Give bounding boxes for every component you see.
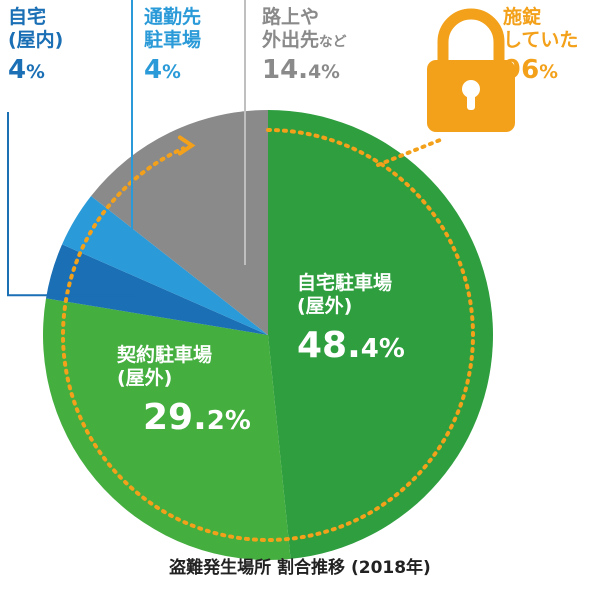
slice-home-outdoor (268, 110, 493, 559)
label-street: 路上や 外出先など 14.4% (262, 6, 347, 86)
leader-line-home-indoor (7, 112, 135, 297)
label-locked: 施錠 していた 96% (503, 6, 579, 86)
leader-line-commute (131, 0, 153, 267)
padlock-leader-line (376, 138, 442, 167)
slice-street (91, 110, 268, 335)
label-home-outdoor: 自宅駐車場 (屋外) 48.4% (297, 272, 405, 367)
label-contract-parking: 契約駐車場 (屋外) 29.2% (117, 344, 251, 439)
chart-caption: 盗難発生場所 割合推移 (2018年) (169, 558, 431, 578)
locked-share-arc (61, 128, 475, 542)
label-commute-parking: 通勤先 駐車場 4% (144, 6, 202, 86)
padlock-icon (427, 8, 515, 132)
slice-commute-parking (62, 195, 268, 335)
slice-contract-parking (42, 298, 291, 560)
label-home-indoor: 自宅 (屋内) 4% (8, 6, 64, 86)
slice-home-indoor (45, 244, 268, 335)
locked-share-arrowhead (177, 135, 196, 156)
